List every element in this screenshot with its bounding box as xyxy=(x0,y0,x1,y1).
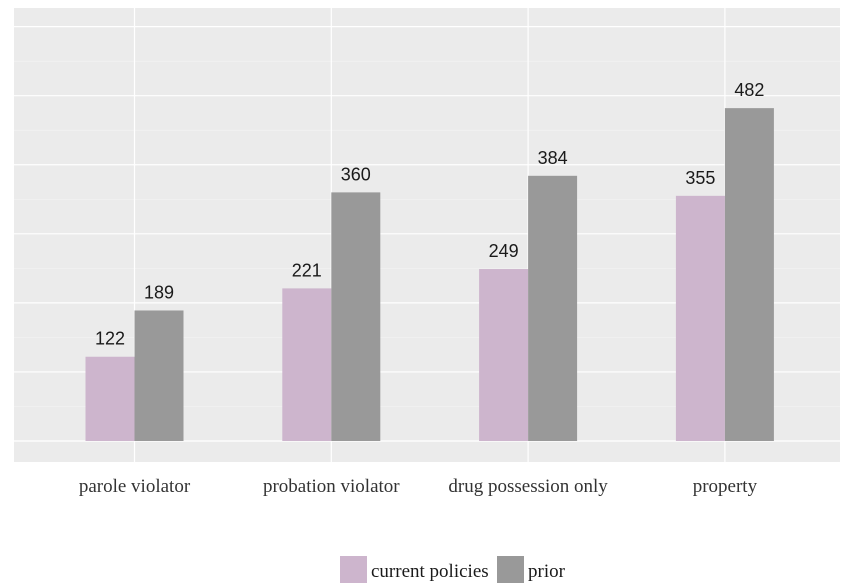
bars xyxy=(85,108,774,441)
bar xyxy=(479,269,529,441)
bar-value-label: 482 xyxy=(734,80,764,100)
bar xyxy=(134,310,184,441)
bar xyxy=(675,195,725,441)
bar xyxy=(724,108,774,441)
legend-swatch xyxy=(497,556,524,583)
bar-value-label: 384 xyxy=(538,148,568,168)
legend-label: current policies xyxy=(371,561,489,582)
bar-value-label: 249 xyxy=(489,241,519,261)
legend-label: prior xyxy=(528,561,566,582)
bar-value-label: 221 xyxy=(292,260,322,280)
x-axis-tick-labels: parole violator probation violator drug po… xyxy=(79,476,758,497)
legend-swatch xyxy=(340,556,367,583)
x-tick-label: drug possession only xyxy=(448,476,608,497)
data-labels: 122 221 249 355 189 360 384 482 xyxy=(95,80,764,349)
legend: current policies prior xyxy=(340,556,566,583)
bar-value-label: 122 xyxy=(95,329,125,349)
bar xyxy=(85,356,135,441)
x-tick-label: probation violator xyxy=(263,476,400,497)
x-tick-label: parole violator xyxy=(79,476,191,497)
x-tick-label: property xyxy=(693,476,758,497)
bar xyxy=(528,175,578,441)
bar-value-label: 360 xyxy=(341,164,371,184)
bar-value-label: 355 xyxy=(685,168,715,188)
bar xyxy=(331,192,381,441)
bar xyxy=(282,288,332,441)
bar-value-label: 189 xyxy=(144,282,174,302)
